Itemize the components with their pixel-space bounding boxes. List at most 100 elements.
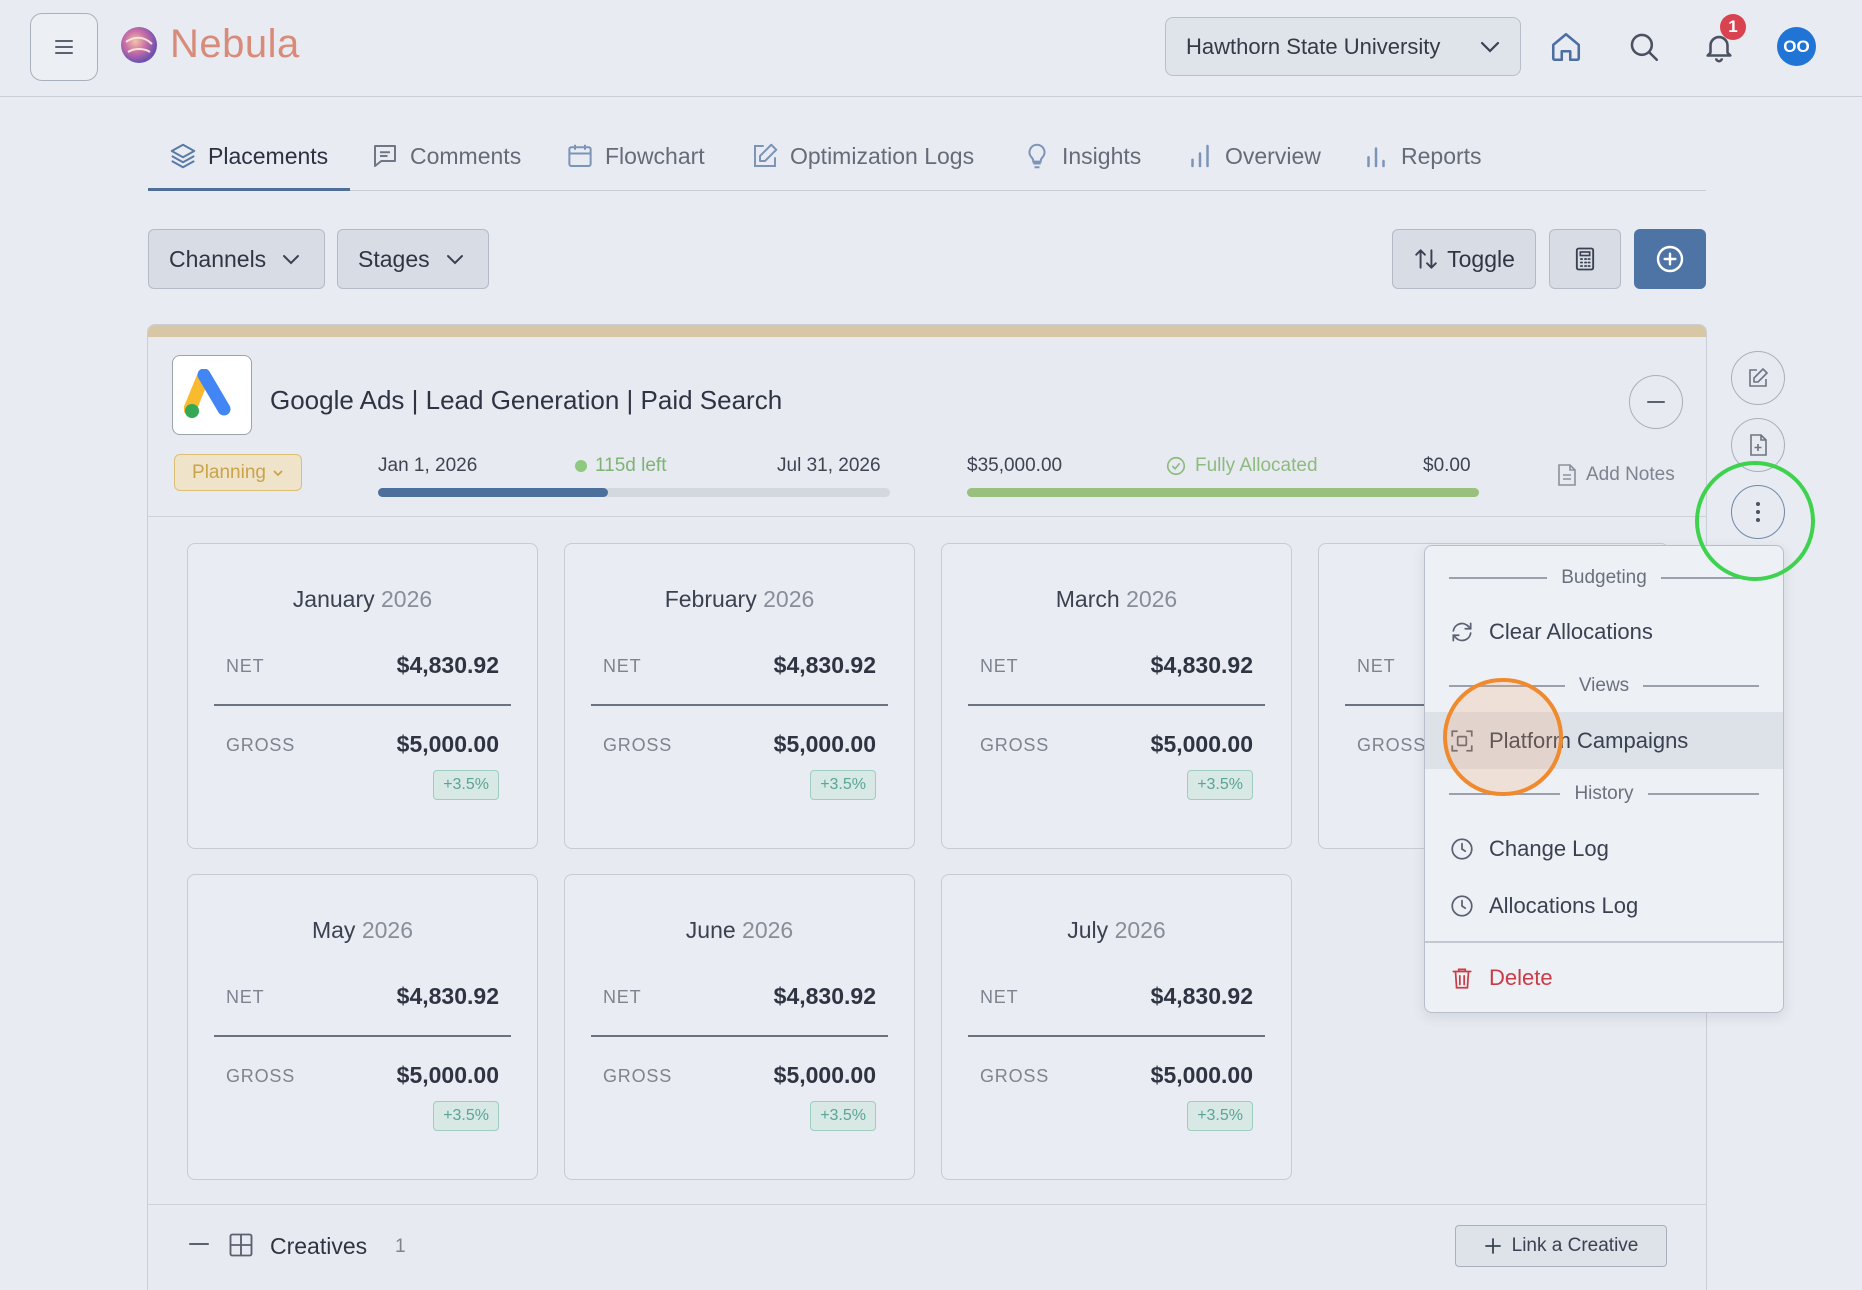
status-dot: [575, 460, 587, 472]
days-left: 115d left: [575, 455, 666, 477]
notifications-button[interactable]: [1697, 25, 1741, 69]
net-value: $4,830.92: [1150, 983, 1253, 1009]
tab-comments[interactable]: Comments: [370, 136, 521, 176]
status-dropdown[interactable]: Planning: [174, 454, 302, 491]
tab-label: Flowchart: [605, 142, 705, 169]
month-card[interactable]: July 2026 NET $4,830.92 GROSS $5,000.00 +3.5%: [941, 874, 1292, 1180]
clock-icon: [1451, 894, 1473, 917]
hamburger-menu-button[interactable]: [30, 13, 98, 81]
highlight-ring-green: [1695, 461, 1815, 581]
check-circle-icon: [1166, 456, 1186, 476]
month-year: 2026: [381, 586, 433, 612]
net-value: $4,830.92: [773, 652, 876, 678]
gross-label: GROSS: [980, 1066, 1050, 1086]
google-ads-icon: [184, 369, 231, 418]
add-notes-link[interactable]: Add Notes: [1556, 463, 1675, 487]
month-card[interactable]: January 2026 NET $4,830.92 GROSS $5,000.00 +3…: [187, 543, 538, 849]
toggle-button[interactable]: Toggle: [1392, 229, 1536, 289]
home-icon: [1551, 32, 1581, 62]
creatives-collapse-toggle[interactable]: [189, 1242, 209, 1246]
app-logo[interactable]: Nebula: [118, 22, 300, 67]
menu-icon: [55, 40, 73, 54]
month-name: May: [311, 917, 356, 943]
search-icon: [1630, 33, 1659, 62]
month-title: July 2026: [942, 917, 1291, 944]
month-title: May 2026: [188, 917, 537, 944]
divider-line: [1647, 793, 1759, 795]
change-badge: +3.5%: [433, 770, 499, 800]
home-button[interactable]: [1544, 25, 1588, 69]
trash-icon: [1452, 967, 1472, 989]
item-label: Allocations Log: [1489, 892, 1639, 918]
month-name: July: [1067, 917, 1109, 943]
stages-label: Stages: [358, 245, 430, 272]
month-title: June 2026: [565, 917, 914, 944]
month-year: 2026: [1114, 917, 1166, 943]
add-notes-label: Add Notes: [1586, 464, 1675, 485]
tab-overview[interactable]: Overview: [1185, 136, 1321, 176]
app-name: Nebula: [170, 22, 300, 66]
change-badge: +3.5%: [433, 1101, 499, 1131]
edit-icon: [754, 143, 778, 167]
month-name: February: [664, 586, 757, 612]
user-avatar[interactable]: OO: [1777, 27, 1816, 66]
net-value: $4,830.92: [396, 983, 499, 1009]
net-value: $4,830.92: [396, 652, 499, 678]
net-label: NET: [603, 987, 642, 1007]
minus-icon: [189, 1243, 209, 1245]
file-plus-icon: [1750, 434, 1767, 456]
gross-value: $5,000.00: [773, 731, 876, 757]
time-progress-fill: [378, 488, 609, 497]
tab-label: Comments: [410, 142, 522, 169]
section-label: Views: [1578, 675, 1630, 696]
net-label: NET: [226, 656, 265, 676]
month-divider: [214, 1035, 511, 1037]
month-card[interactable]: June 2026 NET $4,830.92 GROSS $5,000.00 +3.5%: [564, 874, 915, 1180]
link-creative-label: Link a Creative: [1511, 1235, 1639, 1256]
tab-optimization-logs[interactable]: Optimization Logs: [750, 136, 974, 176]
allocation-status-text: Fully Allocated: [1195, 455, 1318, 476]
delete-item[interactable]: Delete: [1425, 949, 1783, 1006]
stages-filter-button[interactable]: Stages: [337, 229, 489, 289]
search-button[interactable]: [1622, 25, 1666, 69]
gross-value: $5,000.00: [773, 1062, 876, 1088]
change-log-item[interactable]: Change Log: [1425, 820, 1783, 877]
note-icon: [1558, 464, 1576, 486]
allocations-log-item[interactable]: Allocations Log: [1425, 877, 1783, 934]
tab-reports[interactable]: Reports: [1361, 136, 1482, 176]
month-name: March: [1055, 586, 1120, 612]
month-divider: [214, 704, 511, 706]
organization-select[interactable]: Hawthorn State University: [1165, 17, 1521, 76]
card-accent-bar: [148, 325, 1706, 337]
link-creative-button[interactable]: Link a Creative: [1455, 1225, 1667, 1267]
month-card[interactable]: May 2026 NET $4,830.92 GROSS $5,000.00 +3.5%: [187, 874, 538, 1180]
tab-placements[interactable]: Placements: [168, 136, 328, 176]
bell-icon: [1706, 35, 1732, 63]
layers-icon: [170, 143, 196, 169]
calculator-button[interactable]: [1549, 229, 1621, 289]
chevron-down-icon: [1480, 41, 1500, 53]
plus-circle-icon: [1656, 245, 1684, 273]
edit-placement-button[interactable]: [1731, 351, 1785, 405]
collapse-card-button[interactable]: [1629, 375, 1683, 429]
net-value: $4,830.92: [773, 983, 876, 1009]
gross-label: GROSS: [226, 735, 296, 755]
time-progress-track: [378, 488, 890, 497]
section-label: History: [1574, 783, 1634, 804]
change-badge: +3.5%: [1187, 1101, 1253, 1131]
organization-select-value: Hawthorn State University: [1186, 33, 1441, 59]
add-placement-button[interactable]: [1634, 229, 1706, 289]
tab-flowchart[interactable]: Flowchart: [565, 136, 705, 176]
placement-title: Google Ads | Lead Generation | Paid Sear…: [270, 385, 783, 415]
grid-icon: [227, 1231, 255, 1259]
edit-icon: [1749, 368, 1768, 387]
channels-filter-button[interactable]: Channels: [148, 229, 325, 289]
highlight-ring-orange: [1443, 678, 1563, 796]
item-label: Delete: [1489, 964, 1553, 990]
month-card[interactable]: February 2026 NET $4,830.92 GROSS $5,000.00 +…: [564, 543, 915, 849]
tab-insights[interactable]: Insights: [1022, 136, 1141, 176]
clear-allocations-item[interactable]: Clear Allocations: [1425, 603, 1783, 660]
change-badge: +3.5%: [810, 1101, 876, 1131]
clock-icon: [1451, 837, 1473, 860]
month-card[interactable]: March 2026 NET $4,830.92 GROSS $5,000.00 +3.5…: [941, 543, 1292, 849]
